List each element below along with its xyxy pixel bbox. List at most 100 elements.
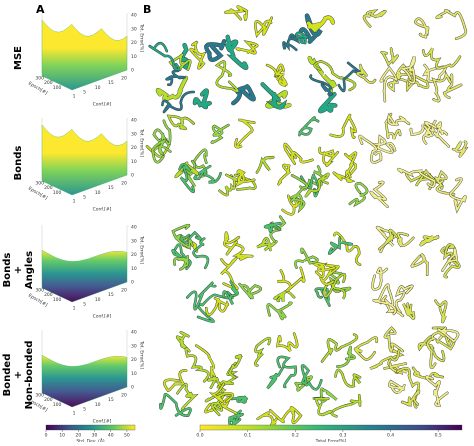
protein-tube	[159, 393, 192, 417]
protein-tube	[236, 40, 258, 55]
protein-tube	[314, 397, 333, 416]
conf-tick-label: 20	[121, 181, 127, 187]
panel-label: A	[36, 3, 45, 16]
protein-tube	[294, 248, 319, 269]
protein-tube	[354, 336, 378, 361]
protein-tube	[432, 71, 452, 102]
conf-tick-label: 15	[108, 185, 114, 191]
conf-tick-label: 20	[121, 288, 127, 294]
protein-tube	[387, 113, 410, 126]
protein-tube	[152, 119, 171, 145]
z-tick-label: 20	[131, 252, 137, 258]
protein-tube	[318, 92, 337, 113]
z-tick-label: 10	[131, 371, 137, 377]
protein-tube	[333, 232, 361, 266]
z-tick-label: 10	[131, 54, 137, 60]
protein-tube	[220, 257, 239, 290]
protein-tube	[283, 143, 314, 165]
protein-tube	[290, 174, 309, 213]
colorbar-tick-label: 0.4	[387, 433, 394, 439]
conf-tick-label: 10	[95, 297, 101, 303]
conf-tick-label: 10	[95, 190, 101, 196]
protein-tube	[309, 74, 333, 96]
protein-tube	[266, 64, 285, 81]
protein-tube	[449, 177, 467, 213]
protein-tube	[231, 84, 256, 105]
protein-tube	[273, 290, 295, 303]
z-tick-label: 30	[131, 343, 137, 349]
protein-tube	[410, 253, 429, 276]
protein-tube	[264, 222, 282, 233]
epoch-tick-label: 200	[44, 292, 53, 298]
protein-tube	[180, 43, 190, 70]
z-tick-label: 0	[131, 280, 134, 286]
protein-tube	[418, 335, 445, 362]
row-label: MSE	[13, 46, 24, 70]
z-axis-label: Tot. Error[%]	[139, 128, 145, 157]
protein-tube	[378, 229, 399, 250]
protein-tube	[329, 271, 351, 293]
protein-tube	[276, 332, 299, 352]
z-tick-label: 0	[131, 68, 134, 74]
protein-outline	[184, 347, 210, 383]
protein-tube	[443, 73, 463, 99]
z-tick-label: 0	[131, 385, 134, 391]
row-label-line: MSE	[13, 46, 24, 70]
z-tick-label: 20	[131, 357, 137, 363]
colorbar	[45, 424, 136, 431]
z-tick-label: 0	[131, 173, 134, 179]
protein-tube	[313, 60, 356, 91]
row-label-line: +	[13, 371, 24, 379]
protein-tube	[165, 69, 186, 86]
protein-tube	[151, 139, 172, 164]
protein-tube	[167, 115, 195, 130]
z-tick-label: 40	[131, 118, 137, 124]
protein-tube	[435, 170, 455, 196]
protein-tube	[235, 169, 256, 187]
protein-outline	[353, 336, 379, 361]
z-axis-label: Tot. Error[%]	[139, 340, 145, 369]
colorbar-label: Std. Dev. (Å)	[76, 438, 105, 443]
protein-tube	[380, 47, 399, 66]
protein-tube	[277, 164, 291, 186]
protein-tube	[193, 165, 222, 184]
z-tick-label: 40	[131, 330, 137, 336]
z-tick-label: 20	[131, 40, 137, 46]
row-label-line: Bonds	[2, 253, 13, 288]
protein-tube	[290, 32, 309, 44]
z-tick-label: 10	[131, 266, 137, 272]
conf-tick-label: 5	[83, 195, 86, 201]
protein-tube	[328, 236, 353, 255]
protein-tube	[422, 121, 438, 145]
epoch-tick-label: 300	[35, 288, 44, 294]
conf-axis-label: Conf.[#]	[93, 314, 112, 320]
epoch-tick-label: 300	[35, 181, 44, 187]
protein-tube	[228, 354, 243, 379]
protein-tube	[189, 41, 206, 70]
z-tick-label: 30	[131, 238, 137, 244]
protein-tube	[389, 362, 408, 375]
protein-tube	[256, 156, 275, 174]
row-label-line: Angles	[24, 251, 35, 289]
surface	[41, 19, 128, 91]
conf-tick-label: 1	[73, 306, 76, 312]
protein-tube	[298, 13, 323, 44]
conf-tick-label: 5	[83, 407, 86, 413]
conf-tick-label: 5	[83, 302, 86, 308]
protein-tube	[369, 349, 400, 370]
protein-tube	[205, 297, 229, 316]
epoch-tick-label: 100	[53, 190, 62, 196]
protein-tube	[260, 82, 287, 110]
protein-tube	[192, 237, 209, 269]
protein-tube	[185, 347, 210, 383]
row-label: Bonds + Angles	[2, 251, 35, 289]
protein-tube	[238, 283, 262, 299]
conf-tick-label: 1	[73, 199, 76, 205]
protein-tube	[228, 410, 244, 427]
row-label-line: +	[13, 266, 24, 274]
protein-tube	[277, 266, 305, 292]
row-label-line: Bonded	[2, 354, 13, 397]
epoch-tick-label: 100	[53, 402, 62, 408]
z-axis-label: Tot. Error[%]	[139, 23, 145, 52]
protein-tube	[223, 231, 240, 255]
